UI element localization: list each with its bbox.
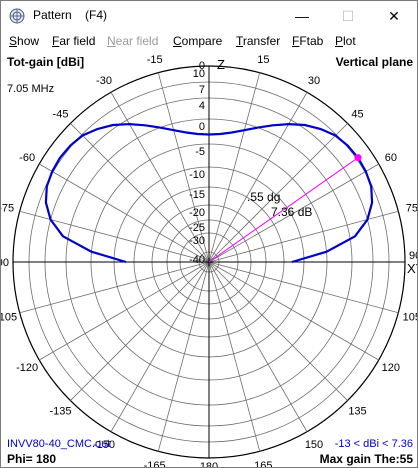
app-icon	[9, 8, 25, 24]
gain-tick-label: 4	[199, 100, 205, 112]
angle-tick-label: 75	[406, 203, 417, 215]
window-title: Pattern (F4)	[33, 8, 107, 22]
angle-tick-label: 135	[348, 405, 366, 417]
radial-gridline	[110, 261, 210, 432]
radial-gridline	[39, 163, 210, 263]
angle-tick-label: 180	[200, 461, 218, 467]
angle-tick-label: -90	[1, 257, 9, 269]
gain-tick-label: -10	[189, 169, 205, 181]
xy-axis-label: XY	[407, 261, 417, 276]
cursor-angle-readout: .55 dg	[247, 190, 280, 204]
angle-tick-label: 150	[305, 439, 323, 451]
radial-gridline	[157, 72, 210, 263]
menu-plot[interactable]: Plot	[335, 34, 356, 48]
menu-transfer[interactable]: Transfer	[236, 34, 281, 48]
radial-gridline	[19, 261, 210, 314]
angle-tick-label: -15	[147, 54, 163, 66]
gain-tick-label: -30	[189, 235, 205, 247]
gain-tick-label: -15	[189, 189, 205, 201]
menu-bar: Show Far field Near field Compare Transf…	[1, 31, 417, 53]
z-axis-label: Z	[217, 57, 225, 72]
menu-near-field[interactable]: Near field	[107, 34, 159, 48]
radial-gridline	[208, 123, 348, 263]
gain-tick-label: 7	[199, 84, 205, 96]
menu-show[interactable]: Show	[9, 34, 40, 48]
max-gain-label: Max gain The:55	[319, 452, 413, 466]
angle-tick-label: -150	[93, 439, 115, 451]
gain-tick-label: -20	[189, 207, 205, 219]
radial-gridline	[208, 261, 308, 432]
gain-units-label: Tot-gain [dBi]	[7, 55, 85, 69]
angle-tick-label: 30	[308, 75, 320, 87]
angle-tick-label: -165	[144, 460, 166, 467]
title-bar: Pattern (F4) — ☐ ✕	[1, 1, 417, 31]
angle-tick-label: -135	[49, 405, 71, 417]
radial-gridline	[110, 92, 210, 263]
radial-gridline	[208, 261, 261, 452]
angle-tick-label: 105	[403, 311, 417, 323]
minimize-button[interactable]: —	[295, 8, 309, 24]
window-title-name: Pattern	[33, 8, 72, 22]
cursor-gain-readout: 7.36 dB	[271, 205, 312, 219]
phi-label: Phi= 180	[7, 452, 57, 466]
radial-gridline	[39, 261, 210, 361]
radial-gridline	[208, 261, 399, 314]
max-gain-cursor-line	[208, 157, 359, 263]
radial-gridline	[208, 163, 379, 263]
angle-tick-label: -105	[1, 311, 17, 323]
polar-chart[interactable]: 0153045607590105120135150165180-165-150-…	[1, 53, 417, 467]
radial-gridline	[208, 92, 308, 263]
angle-tick-label: 45	[351, 109, 363, 121]
filename-label: INVV80-40_CMC.out	[7, 438, 111, 450]
pattern-plot: 0153045607590105120135150165180-165-150-…	[1, 53, 417, 467]
pattern-trace	[44, 122, 374, 264]
window-title-hotkey: (F4)	[85, 8, 108, 22]
angle-tick-label: -30	[96, 75, 112, 87]
angle-tick-label: -60	[19, 152, 35, 164]
gain-tick-label: -5	[195, 146, 205, 158]
close-button[interactable]: ✕	[388, 8, 400, 24]
menu-compare[interactable]: Compare	[173, 34, 223, 48]
menu-fftab[interactable]: FFtab	[292, 34, 324, 48]
angle-tick-label: -45	[53, 109, 69, 121]
angle-tick-label: 15	[257, 54, 269, 66]
gain-tick-label: -25	[189, 222, 205, 234]
radial-gridline	[70, 123, 210, 263]
angle-tick-label: 90	[409, 250, 417, 262]
angle-tick-label: 165	[254, 460, 272, 467]
gain-tick-label: 0	[199, 121, 205, 133]
angle-tick-label: 60	[385, 152, 397, 164]
radial-gridline	[157, 261, 210, 452]
angle-tick-label: 0	[199, 60, 205, 72]
radial-gridline	[208, 261, 348, 401]
radial-gridline	[70, 261, 210, 401]
gain-tick-label: 10	[193, 68, 205, 80]
angle-tick-label: -120	[16, 362, 38, 374]
radial-gridline	[208, 261, 379, 361]
max-gain-marker	[354, 154, 362, 162]
gain-range-label: -13 < dBi < 7.36	[334, 438, 413, 450]
angle-tick-label: 120	[382, 362, 400, 374]
radial-gridline	[208, 72, 261, 263]
angle-tick-label: -75	[1, 203, 14, 215]
plane-label: Vertical plane	[335, 55, 413, 69]
gain-tick-label: -40	[189, 254, 205, 266]
menu-far-field[interactable]: Far field	[52, 34, 96, 48]
maximize-button[interactable]: ☐	[341, 8, 355, 24]
frequency-label: 7.05 MHz	[7, 83, 55, 95]
